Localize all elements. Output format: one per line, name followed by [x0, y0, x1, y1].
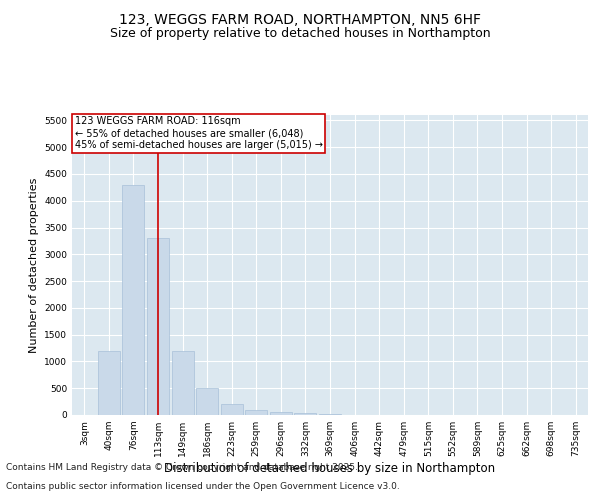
Bar — [319, 414, 341, 415]
Bar — [122, 184, 145, 415]
Bar — [196, 388, 218, 415]
X-axis label: Distribution of detached houses by size in Northampton: Distribution of detached houses by size … — [164, 462, 496, 475]
Text: Size of property relative to detached houses in Northampton: Size of property relative to detached ho… — [110, 28, 490, 40]
Bar — [270, 412, 292, 415]
Bar — [172, 350, 194, 415]
Bar — [245, 410, 268, 415]
Text: Contains public sector information licensed under the Open Government Licence v3: Contains public sector information licen… — [6, 482, 400, 491]
Y-axis label: Number of detached properties: Number of detached properties — [29, 178, 38, 352]
Text: Contains HM Land Registry data © Crown copyright and database right 2025.: Contains HM Land Registry data © Crown c… — [6, 464, 358, 472]
Text: 123, WEGGS FARM ROAD, NORTHAMPTON, NN5 6HF: 123, WEGGS FARM ROAD, NORTHAMPTON, NN5 6… — [119, 12, 481, 26]
Bar — [98, 350, 120, 415]
Text: 123 WEGGS FARM ROAD: 116sqm
← 55% of detached houses are smaller (6,048)
45% of : 123 WEGGS FARM ROAD: 116sqm ← 55% of det… — [74, 116, 323, 150]
Bar — [147, 238, 169, 415]
Bar — [295, 414, 316, 415]
Bar — [221, 404, 243, 415]
